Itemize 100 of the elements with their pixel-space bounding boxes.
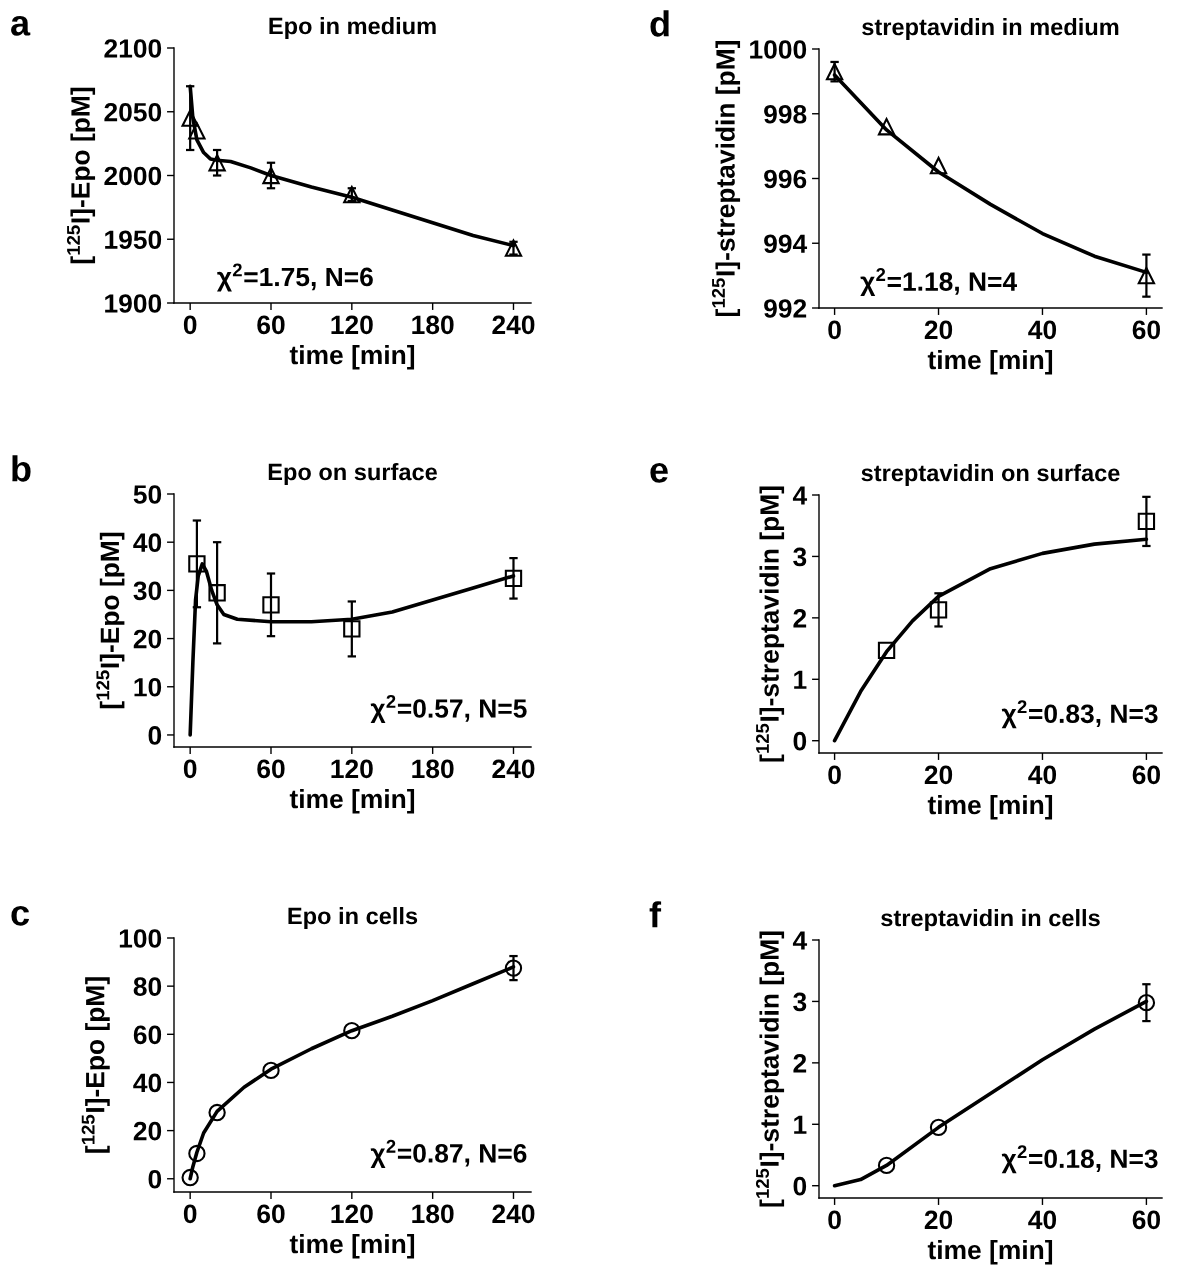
point — [262, 166, 280, 185]
y-tick-label: 100 — [119, 929, 162, 948]
y-tick-label: 998 — [764, 104, 807, 124]
point — [208, 584, 226, 602]
point — [262, 1061, 280, 1080]
x-tick-label: 20 — [924, 320, 953, 340]
y-tick-label: 30 — [133, 581, 162, 601]
y-tick-label: 10 — [134, 677, 162, 697]
x-tick-label: 20 — [924, 765, 953, 785]
x-tick-label: 0 — [183, 315, 197, 335]
y-tick-label: 0 — [793, 1176, 807, 1196]
y-axis-title: [$^{125}$I]-streptavidin [pM] — [711, 41, 741, 317]
point — [1137, 512, 1156, 531]
y-tick-label: 1 — [794, 670, 807, 689]
y-tick-label: 1950 — [105, 230, 162, 250]
x-tick-label: 40 — [1028, 320, 1057, 340]
y-axis-title: [$^{125}$I]-streptavidin [pM] — [755, 931, 785, 1207]
x-axis-title: time [min] — [927, 1239, 1053, 1265]
x-tick-label: 0 — [828, 765, 841, 785]
x-axis-title: time [min] — [927, 349, 1053, 375]
chart-title: streptavidin on surface — [861, 464, 1120, 487]
point — [504, 959, 523, 977]
y-tick-label: 3 — [793, 547, 807, 567]
x-tick-label: 0 — [828, 320, 841, 340]
x-tick-label: 40 — [1028, 765, 1057, 785]
y-tick-label: 2100 — [104, 39, 162, 58]
y-axis-title: [$^{125}$I]-streptavidin [pM] — [755, 486, 785, 762]
y-tick-label: 3 — [793, 992, 807, 1012]
point — [181, 109, 199, 127]
x-axis-title: time [min] — [289, 1233, 415, 1259]
point — [343, 620, 361, 638]
point — [208, 1103, 226, 1122]
x-tick-label: 240 — [492, 759, 535, 779]
annotation: χ$^{2}$=0.18, N=3 — [1001, 1145, 1158, 1174]
y-tick-label: 0 — [148, 726, 162, 745]
point — [188, 1144, 206, 1163]
y-axis-title: [$^{125}$I]-Epo [pM] — [81, 977, 110, 1153]
point — [188, 122, 206, 140]
x-tick-label: 60 — [1132, 320, 1161, 340]
x-tick-label: 0 — [183, 759, 197, 779]
y-tick-label: 20 — [133, 1121, 162, 1141]
text: f — [649, 901, 662, 928]
point — [343, 1022, 361, 1040]
point — [504, 569, 523, 588]
x-tick-label: 20 — [924, 1210, 953, 1230]
y-tick-label: 2050 — [104, 102, 162, 122]
y-tick-label: 40 — [133, 533, 162, 553]
x-tick-label: 180 — [412, 315, 454, 335]
point — [877, 1156, 896, 1175]
annotation: χ$^{2}$=1.75, N=6 — [217, 263, 373, 292]
x-tick-label: 120 — [331, 759, 373, 779]
text: e — [650, 462, 668, 483]
y-tick-label: 4 — [792, 931, 808, 950]
y-tick-label: 994 — [764, 234, 808, 254]
text: d — [650, 10, 669, 37]
y-tick-label: 60 — [133, 1025, 162, 1045]
y-tick-label: 2 — [793, 608, 807, 628]
x-axis-title: time [min] — [289, 788, 415, 814]
point — [929, 1118, 948, 1137]
x-tick-label: 120 — [331, 315, 373, 335]
x-tick-label: 0 — [183, 1204, 197, 1224]
y-tick-label: 992 — [764, 299, 807, 318]
y-tick-label: 20 — [133, 629, 162, 649]
x-tick-label: 240 — [492, 315, 535, 335]
chart-title: streptavidin in medium — [862, 18, 1119, 41]
x-tick-label: 120 — [331, 1204, 373, 1224]
text: a — [11, 15, 31, 36]
x-tick-label: 180 — [412, 1204, 454, 1224]
y-tick-label: 0 — [793, 731, 807, 751]
chart-title: Epo on surface — [268, 463, 437, 486]
point — [208, 154, 226, 172]
y-tick-label: 4 — [792, 486, 808, 505]
x-tick-label: 180 — [412, 759, 454, 779]
x-axis-title: time [min] — [927, 794, 1053, 820]
x-axis-title: time [min] — [289, 344, 415, 370]
point — [181, 1168, 199, 1187]
point — [1137, 266, 1156, 285]
x-tick-label: 60 — [257, 1204, 285, 1224]
point — [504, 239, 523, 257]
y-axis-title: [$^{125}$I]-Epo [pM] — [96, 532, 125, 709]
y-tick-label: 40 — [133, 1073, 162, 1093]
x-tick-label: 60 — [257, 315, 285, 335]
point — [825, 62, 844, 81]
x-tick-label: 60 — [1132, 765, 1161, 785]
y-axis-title: [$^{125}$I]-Epo [pM] — [66, 87, 96, 264]
y-tick-label: 1000 — [750, 40, 807, 59]
chart-title: streptavidin in cells — [881, 909, 1100, 932]
text: c — [11, 905, 30, 926]
point — [877, 641, 896, 660]
annotation: χ$^{2}$=0.83, N=3 — [1001, 700, 1158, 729]
x-tick-label: 40 — [1028, 1210, 1057, 1230]
x-tick-label: 0 — [828, 1210, 841, 1230]
point — [929, 156, 948, 175]
annotation: χ$^{2}$=0.87, N=6 — [370, 1139, 527, 1168]
chart-title: Epo in medium — [269, 17, 436, 40]
x-tick-label: 60 — [257, 759, 285, 779]
point — [929, 601, 948, 619]
point — [188, 555, 206, 573]
point — [1137, 993, 1156, 1012]
x-tick-label: 60 — [1132, 1210, 1161, 1230]
